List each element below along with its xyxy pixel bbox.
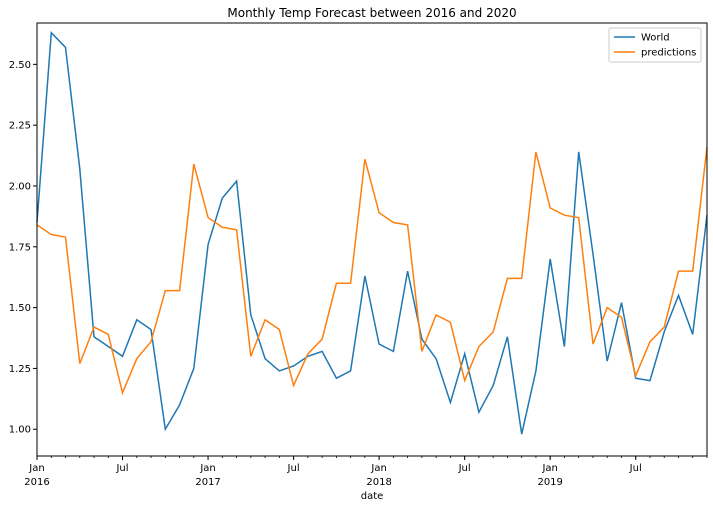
x-tick-sublabel: 2019 bbox=[537, 477, 562, 488]
x-tick-sublabel: 2017 bbox=[195, 477, 220, 488]
legend-label-world: World bbox=[641, 33, 670, 44]
x-axis: Jan 2016 Jul Jan 2017 Jul Jan 2018 Jul Jan 2019 Jul bbox=[24, 456, 708, 488]
series-line-world bbox=[36, 30, 708, 435]
x-tick-label: Jul bbox=[629, 463, 642, 474]
plot-frame bbox=[36, 22, 708, 457]
x-tick-label: Jul bbox=[115, 463, 128, 474]
legend: World predictions bbox=[608, 27, 702, 63]
x-tick-label: Jan bbox=[370, 463, 386, 474]
x-tick-sublabel: 2016 bbox=[24, 477, 49, 488]
x-tick-label: Jul bbox=[458, 463, 471, 474]
y-tick-label: 2.00 bbox=[9, 181, 31, 192]
y-tick-label: 1.50 bbox=[9, 303, 31, 314]
y-tick-label: 1.00 bbox=[9, 425, 31, 436]
series-line-predictions bbox=[36, 147, 708, 396]
x-tick-sublabel: 2018 bbox=[366, 477, 391, 488]
chart-title: Monthly Temp Forecast between 2016 and 2… bbox=[227, 6, 516, 20]
y-axis: 1.00 1.25 1.50 1.75 2.00 2.25 2.50 bbox=[9, 60, 37, 436]
plot-area bbox=[36, 30, 708, 435]
x-tick-label: Jul bbox=[287, 463, 300, 474]
x-tick-label: Jan bbox=[199, 463, 215, 474]
y-tick-label: 2.50 bbox=[9, 60, 31, 71]
y-tick-label: 1.75 bbox=[9, 242, 31, 253]
x-tick-label: Jan bbox=[28, 463, 44, 474]
legend-label-predictions: predictions bbox=[641, 48, 696, 59]
y-tick-label: 2.25 bbox=[9, 121, 31, 132]
y-tick-label: 1.25 bbox=[9, 364, 31, 375]
x-tick-label: Jan bbox=[541, 463, 557, 474]
x-axis-label: date bbox=[361, 491, 384, 502]
